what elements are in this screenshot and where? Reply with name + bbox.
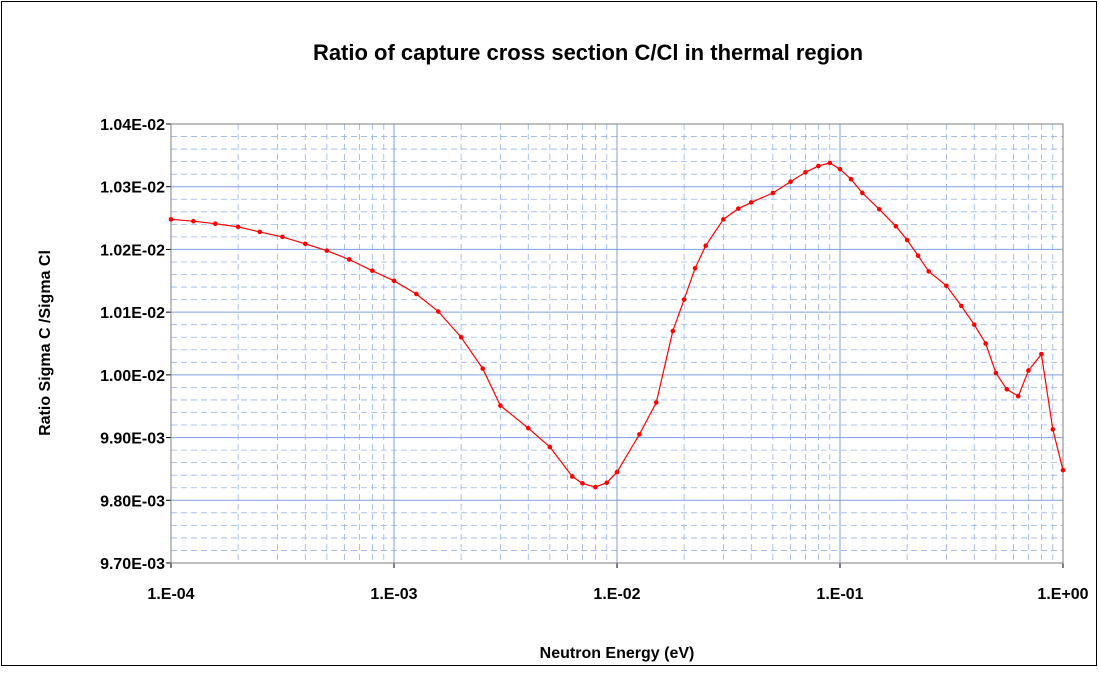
y-tick-label: 1.03E-02 [100,180,165,197]
data-point [721,217,726,222]
data-point [681,297,687,302]
chart-title: Ratio of capture cross section C/Cl in t… [313,40,863,65]
data-point [904,237,910,243]
x-tick-label: 1.E-01 [816,586,863,603]
data-point [1060,467,1066,473]
data-point [498,403,503,408]
data-point [370,268,375,274]
data-point [302,241,308,247]
data-point [803,169,808,175]
data-point [1026,368,1031,373]
data-point [670,328,676,334]
y-tick-label: 9.70E-03 [100,556,165,573]
data-point [346,257,352,262]
x-tick-label: 1.E-02 [593,586,640,603]
data-point [547,444,553,450]
data-point [959,303,964,309]
data-point [391,278,397,284]
y-tick-label: 9.80E-03 [100,493,165,510]
x-tick-label: 1.E+00 [1037,586,1088,603]
data-point [458,334,464,340]
data-point [860,190,865,196]
data-point [257,229,263,235]
data-point [213,221,218,227]
data-point [525,425,531,431]
data-point [653,400,659,405]
data-point [1050,427,1056,432]
y-tick-label: 1.04E-02 [100,117,165,134]
data-point [993,370,999,376]
data-point [827,160,833,166]
data-point [580,481,585,486]
data-point [324,248,330,253]
data-point [593,484,598,490]
data-point [692,265,698,271]
data-point [604,480,610,486]
y-tick-label: 1.02E-02 [100,242,165,259]
data-point [876,206,882,212]
data-point [770,190,776,196]
data-point [748,200,754,205]
data-point [614,469,620,475]
plot-border [170,123,1064,564]
x-tick-label: 1.E-03 [370,586,417,603]
data-point [1015,393,1021,399]
y-axis-label: Ratio Sigma C /Sigma Cl [37,250,54,436]
data-point [235,224,241,230]
data-point [944,283,949,289]
y-tick-label: 9.90E-03 [100,431,165,448]
data-point [168,217,174,222]
x-tick-label: 1.E-04 [147,586,194,603]
data-point [736,206,741,211]
data-point [1004,386,1010,392]
data-point [436,309,441,314]
data-point [788,179,793,184]
data-point [703,243,709,248]
data-point [414,291,419,297]
data-point [893,223,899,229]
data-point [971,322,977,327]
data-point [983,341,988,346]
y-tick-label: 1.01E-02 [100,305,165,322]
data-point [848,176,854,182]
data-point [926,269,932,274]
data-point [915,253,921,258]
data-point [637,432,642,437]
data-point [816,163,821,169]
data-point [569,474,575,479]
x-axis-label: Neutron Energy (eV) [540,645,695,662]
data-point [1039,351,1044,357]
data-point [191,218,196,224]
data-point [280,234,285,240]
data-line [170,162,1064,488]
data-point [837,166,843,172]
data-point [480,366,486,371]
y-tick-label: 1.00E-02 [100,368,165,385]
